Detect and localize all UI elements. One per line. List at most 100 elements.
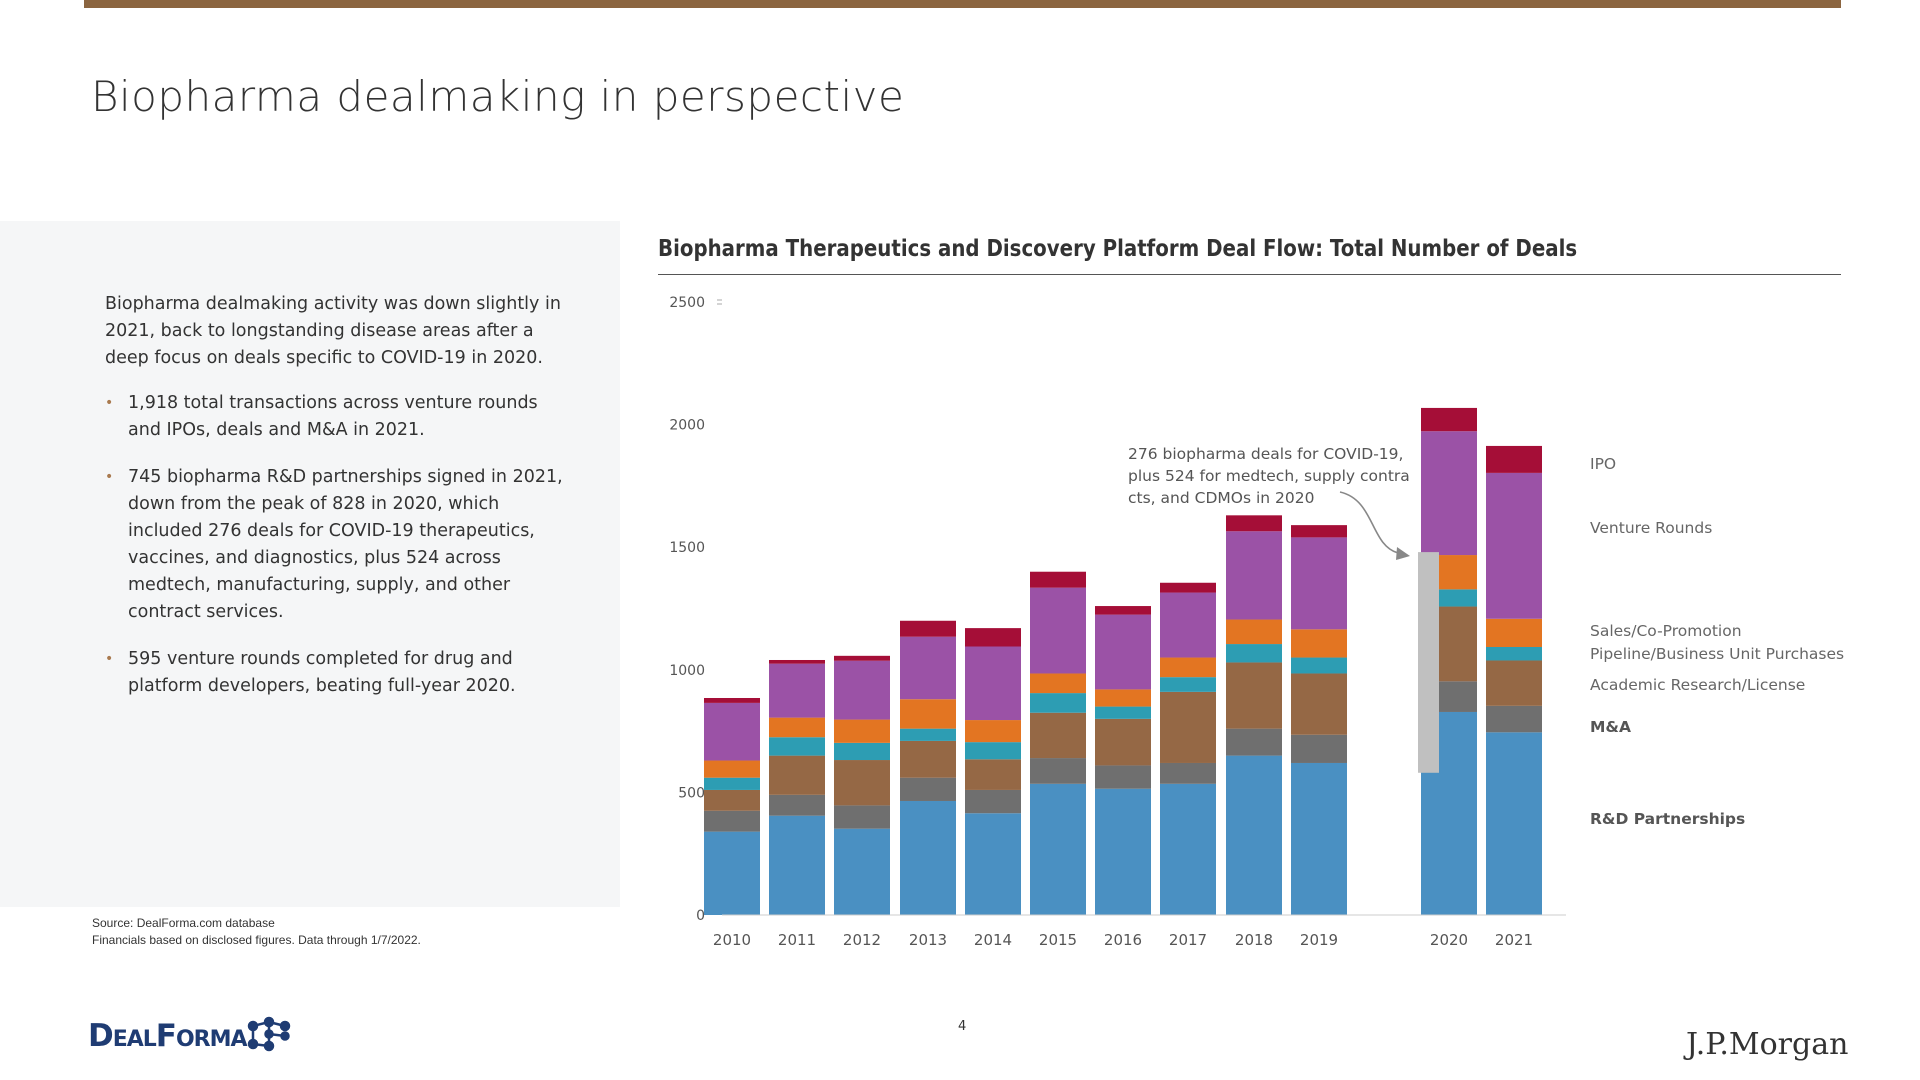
page-title: Biopharma dealmaking in perspective	[91, 72, 905, 121]
bar-segment	[1291, 673, 1347, 735]
y-tick-label: 2500	[669, 295, 705, 311]
bar-stack-2014	[965, 628, 1021, 915]
bar-segment	[1421, 407, 1477, 432]
bar-segment	[1291, 537, 1347, 630]
summary-bullet: • 595 venture rounds completed for drug a…	[105, 646, 575, 700]
bar-segment	[704, 777, 760, 790]
bar-segment	[704, 697, 760, 703]
bar-segment	[1486, 445, 1542, 473]
annotation-text: 276 biopharma deals for COVID-19,	[1128, 445, 1403, 463]
bar-segment	[1095, 788, 1151, 915]
bar-stack-2013	[900, 620, 956, 915]
bar-stack-2012	[834, 655, 890, 915]
legend-label: M&A	[1590, 718, 1631, 736]
bar-segment	[834, 719, 890, 743]
chart-title-rule	[658, 274, 1841, 275]
bar-segment	[1291, 762, 1347, 915]
x-tick-label: 2012	[843, 931, 881, 949]
bar-segment	[1030, 758, 1086, 784]
bar-segment	[834, 805, 890, 829]
y-tick-label: 1000	[669, 663, 705, 679]
covid-annotation: 276 biopharma deals for COVID-19, plus 52…	[1128, 445, 1410, 560]
summary-bullet: • 1,918 total transactions across venture…	[105, 390, 575, 444]
x-tick-label: 2015	[1039, 931, 1077, 949]
bar-segment	[965, 789, 1021, 814]
bar-segment	[704, 789, 760, 811]
bar-segment	[1095, 718, 1151, 766]
y-tick-label: 500	[678, 785, 705, 801]
bar-segment	[1291, 657, 1347, 674]
y-tick-label: 0	[696, 908, 705, 924]
bar-segment	[1226, 515, 1282, 532]
bar-segment	[1095, 606, 1151, 615]
bar-segment	[769, 815, 825, 915]
bar-stack-2018	[1226, 515, 1282, 915]
bar-segment	[769, 717, 825, 738]
x-tick-label: 2018	[1235, 931, 1273, 949]
bar-segment	[769, 755, 825, 795]
bar-segment	[704, 831, 760, 915]
bar-stack-2019	[1291, 525, 1347, 915]
bar-segment	[1291, 525, 1347, 538]
bar-segment	[1095, 765, 1151, 789]
bar-stack-2010	[704, 697, 760, 915]
bar-segment	[900, 777, 956, 801]
bar-segment	[1095, 689, 1151, 707]
bar-segment	[1486, 732, 1542, 915]
summary-bullet-text: 1,918 total transactions across venture …	[128, 393, 538, 440]
bar-segment	[1226, 662, 1282, 729]
bar-segment	[1226, 755, 1282, 915]
bar-segment	[965, 813, 1021, 915]
legend-label: Pipeline/Business Unit Purchases	[1590, 645, 1844, 663]
bar-segment	[1030, 783, 1086, 915]
y-axis: 0 500 1000 1500 2000 2500	[669, 295, 722, 924]
legend-label: IPO	[1590, 455, 1616, 473]
bar-segment	[1226, 728, 1282, 756]
bar-stack-2016	[1095, 606, 1151, 915]
x-tick-label: 2011	[778, 931, 816, 949]
x-tick-label: 2020	[1430, 931, 1468, 949]
bar-segment	[1160, 657, 1216, 678]
bar-segment	[1226, 531, 1282, 620]
bar-segment	[1486, 618, 1542, 647]
x-tick-label: 2010	[713, 931, 751, 949]
bullet-icon: •	[105, 395, 114, 411]
bar-segment	[769, 794, 825, 816]
bar-segment	[900, 699, 956, 729]
bar-segment	[1486, 472, 1542, 619]
chart-title: Biopharma Therapeutics and Discovery Pla…	[658, 236, 1578, 262]
source-line: Source: DealForma.com database	[92, 916, 275, 930]
bar-segment	[900, 636, 956, 700]
bar-segment	[834, 760, 890, 806]
bar-stack-2017	[1160, 582, 1216, 915]
bar-segment	[1160, 582, 1216, 593]
jpmorgan-logo: J.P.Morgan	[1686, 1027, 1849, 1062]
bar-stack-2015	[1030, 571, 1086, 915]
page-number: 4	[958, 1019, 967, 1034]
bar-segment	[900, 740, 956, 778]
annotation-text: cts, and CDMOs in 2020	[1128, 489, 1314, 507]
x-tick-label: 2013	[909, 931, 947, 949]
x-tick-label: 2021	[1495, 931, 1533, 949]
bar-segment	[1160, 762, 1216, 784]
x-tick-label: 2017	[1169, 931, 1207, 949]
covid-deals-band	[1418, 552, 1439, 773]
dealforma-logo: DealForma	[88, 1016, 291, 1056]
bar-segment	[704, 810, 760, 832]
bar-segment	[1486, 646, 1542, 661]
bar-segment	[769, 737, 825, 756]
bar-segment	[900, 800, 956, 915]
bar-segment	[1291, 629, 1347, 658]
bar-segment	[1160, 783, 1216, 915]
source-disclaimer: Financials based on disclosed figures. D…	[92, 933, 421, 947]
bar-segment	[1030, 712, 1086, 759]
bar-stack-2011	[769, 659, 825, 915]
bullet-icon: •	[105, 469, 114, 485]
bar-segment	[704, 702, 760, 761]
bar-segment	[1160, 691, 1216, 763]
bar-segment	[965, 742, 1021, 760]
bar-segment	[1160, 592, 1216, 658]
bar-segment	[1030, 587, 1086, 674]
dealforma-wordmark: DealForma	[88, 1018, 248, 1054]
